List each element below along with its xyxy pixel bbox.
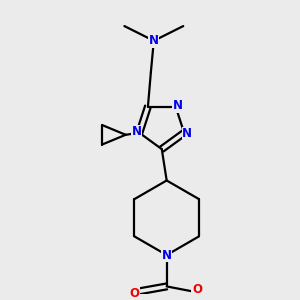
Text: O: O — [129, 287, 139, 300]
Text: N: N — [182, 127, 192, 140]
Text: O: O — [192, 283, 202, 296]
Text: N: N — [162, 248, 172, 262]
Text: N: N — [172, 99, 183, 112]
Text: N: N — [131, 125, 141, 138]
Text: N: N — [149, 34, 159, 47]
